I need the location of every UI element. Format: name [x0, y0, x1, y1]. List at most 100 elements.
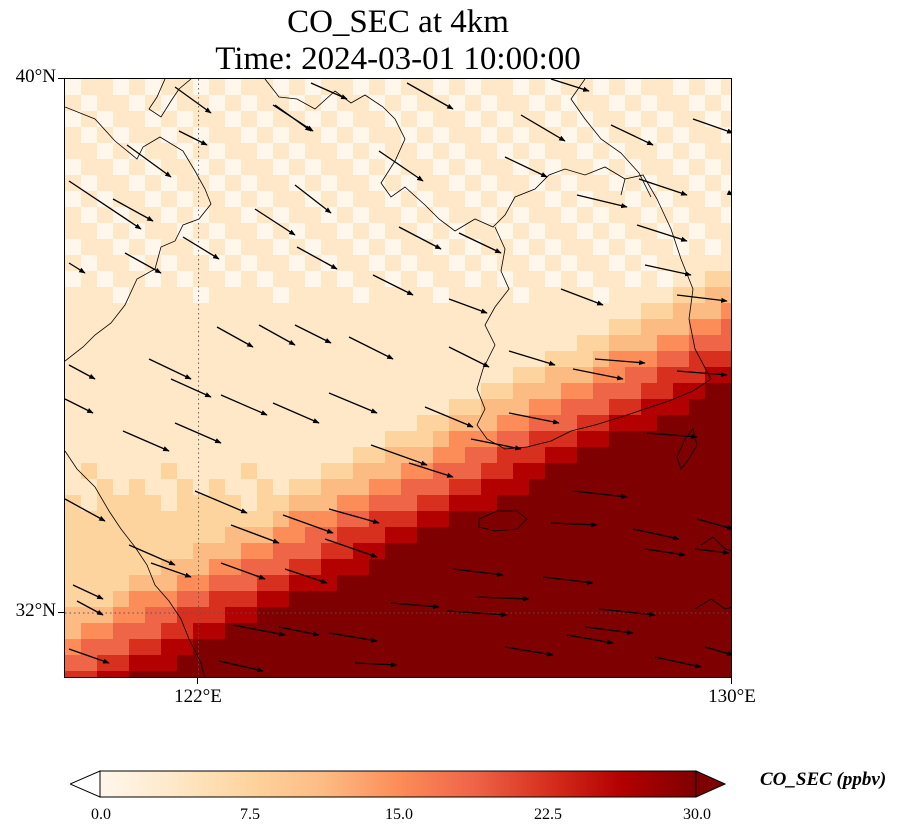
field-cell: [449, 367, 465, 383]
wind-vectors: [65, 79, 731, 673]
field-cell: [321, 399, 337, 415]
field-cell: [209, 655, 225, 671]
field-cell: [65, 287, 81, 303]
field-cell: [161, 575, 177, 591]
field-cell: [81, 271, 97, 287]
field-cell: [609, 591, 625, 607]
field-cell: [193, 127, 209, 143]
wind-vector-arrow: [566, 634, 614, 645]
field-cell: [657, 383, 673, 399]
field-cell: [417, 671, 433, 677]
field-cell: [337, 223, 353, 239]
field-cell: [529, 191, 545, 207]
field-cell: [177, 527, 193, 543]
field-cell: [177, 319, 193, 335]
field-cell: [97, 367, 113, 383]
field-cell: [481, 447, 497, 463]
field-cell: [161, 511, 177, 527]
field-cell: [417, 95, 433, 111]
field-cell: [369, 591, 385, 607]
wind-vector-arrow: [594, 358, 646, 366]
field-cell: [161, 495, 177, 511]
field-cell: [401, 303, 417, 319]
field-cell: [161, 543, 177, 559]
field-cell: [209, 623, 225, 639]
field-cell: [97, 111, 113, 127]
field-cell: [465, 543, 481, 559]
field-cell: [689, 319, 705, 335]
field-cell: [689, 127, 705, 143]
field-cell: [689, 463, 705, 479]
field-cell: [65, 95, 81, 111]
field-cell: [129, 383, 145, 399]
field-cell: [545, 79, 561, 95]
field-cell: [337, 159, 353, 175]
field-cell: [369, 319, 385, 335]
field-cell: [257, 351, 273, 367]
field-cell: [593, 127, 609, 143]
field-cell: [673, 543, 689, 559]
field-cell: [577, 543, 593, 559]
field-cell: [209, 127, 225, 143]
wind-vector-arrow: [216, 326, 254, 348]
field-cell: [481, 623, 497, 639]
field-cell: [369, 527, 385, 543]
field-cell: [337, 575, 353, 591]
field-cell: [305, 479, 321, 495]
field-cell: [257, 383, 273, 399]
wind-vector-arrow: [278, 626, 320, 637]
field-cell: [449, 527, 465, 543]
wind-vector-arrow: [408, 462, 454, 478]
field-cell: [369, 655, 385, 671]
field-cell: [641, 335, 657, 351]
field-cell: [529, 287, 545, 303]
field-cell: [513, 543, 529, 559]
field-cell: [465, 143, 481, 159]
field-cell: [177, 399, 193, 415]
field-cell: [465, 655, 481, 671]
field-cell: [113, 591, 129, 607]
field-cell: [225, 527, 241, 543]
field-cell: [65, 655, 81, 671]
field-cell: [305, 607, 321, 623]
field-cell: [305, 383, 321, 399]
field-cell: [689, 175, 705, 191]
field-cell: [289, 495, 305, 511]
field-cell: [369, 287, 385, 303]
field-cell: [561, 271, 577, 287]
field-cell: [161, 319, 177, 335]
field-cell: [289, 527, 305, 543]
field-cell: [593, 479, 609, 495]
field-cell: [177, 463, 193, 479]
field-cell: [337, 271, 353, 287]
field-cell: [465, 591, 481, 607]
field-cell: [161, 415, 177, 431]
field-cell: [241, 255, 257, 271]
field-cell: [193, 527, 209, 543]
field-cell: [721, 191, 731, 207]
field-cell: [145, 463, 161, 479]
field-cell: [257, 239, 273, 255]
field-cell: [369, 367, 385, 383]
field-cell: [497, 175, 513, 191]
field-cell: [417, 463, 433, 479]
field-cell: [129, 623, 145, 639]
wind-vector-arrow: [542, 576, 594, 585]
field-cell: [609, 335, 625, 351]
field-cell: [145, 191, 161, 207]
field-cell: [273, 623, 289, 639]
field-cell: [369, 495, 385, 511]
field-cell: [641, 367, 657, 383]
field-cell: [657, 239, 673, 255]
field-cell: [721, 655, 731, 671]
field-cell: [273, 271, 289, 287]
field-cell: [145, 479, 161, 495]
field-cell: [449, 607, 465, 623]
field-cell: [81, 639, 97, 655]
field-cell: [401, 367, 417, 383]
wind-vector-arrow: [124, 252, 162, 274]
wind-vector-arrow: [378, 150, 424, 182]
wind-vector-arrow: [704, 646, 731, 656]
field-cell: [465, 383, 481, 399]
field-cell: [417, 127, 433, 143]
